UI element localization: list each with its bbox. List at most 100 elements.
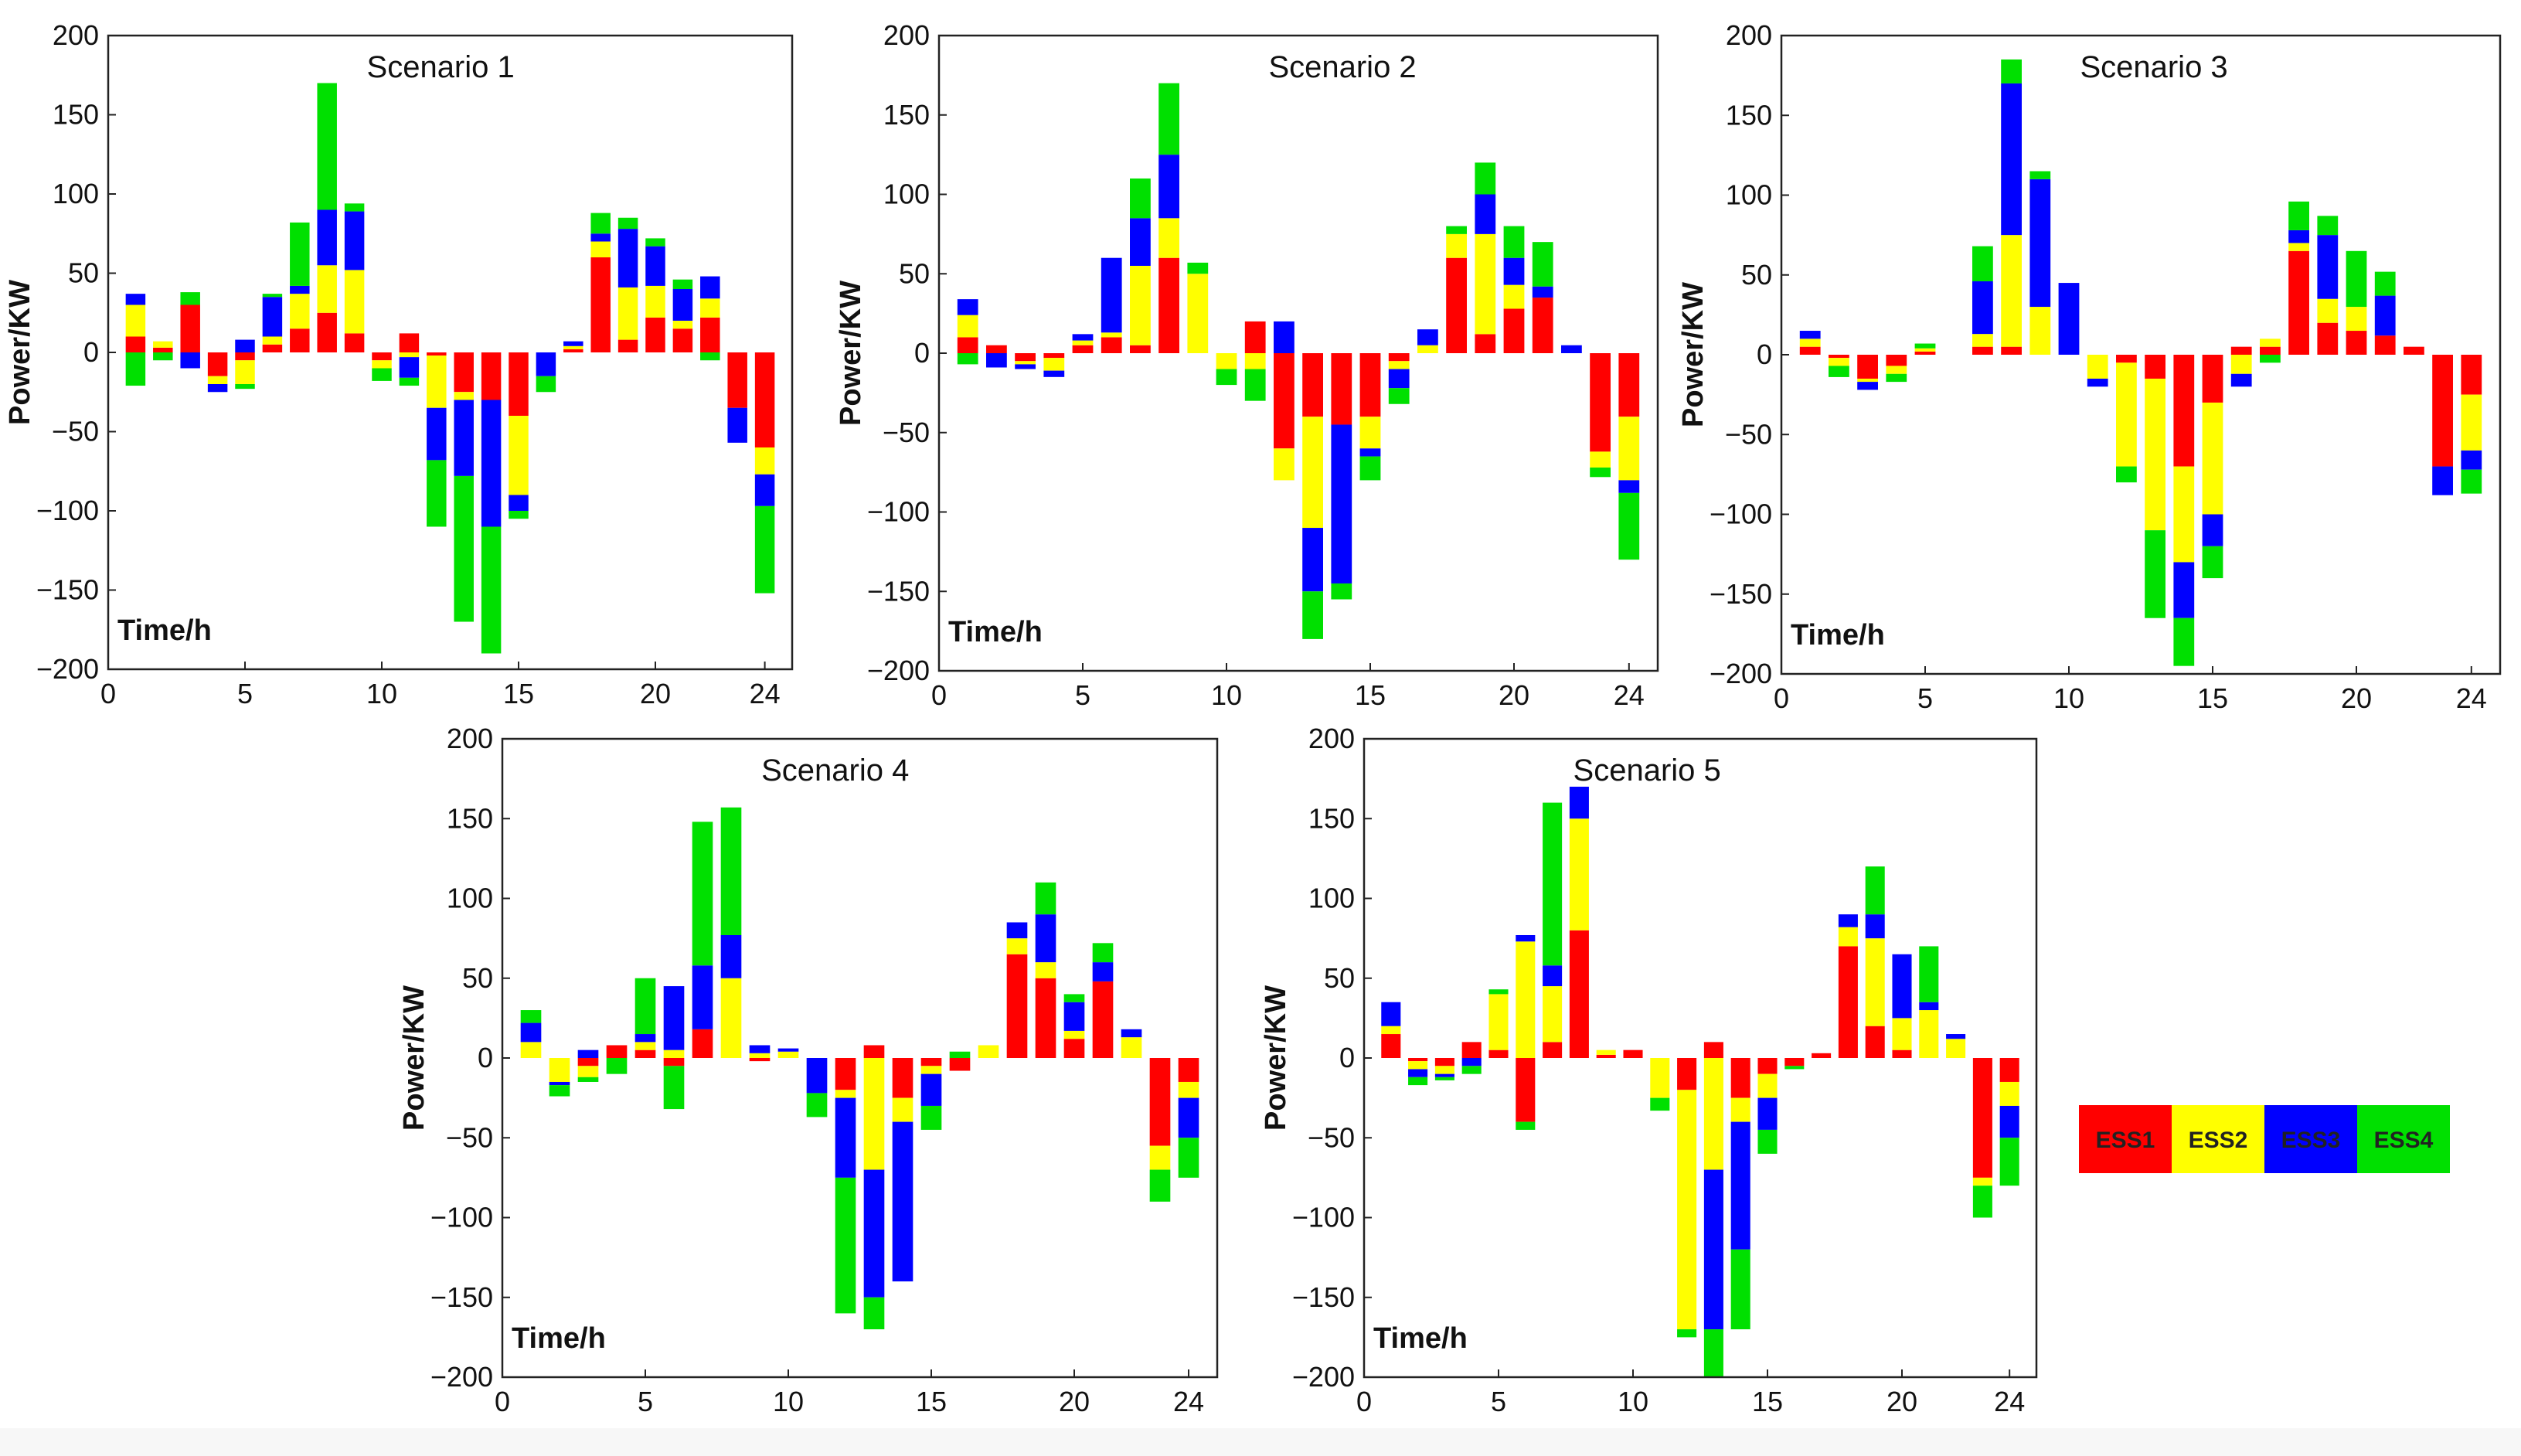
bar-segment-ess1 [153,347,173,352]
chart-title: Scenario 5 [1573,754,1721,788]
y-axis-title: Power/KW [1260,985,1292,1131]
bar-segment-ess4 [949,1051,971,1058]
x-tick-label: 10 [366,678,397,709]
chart-title: Scenario 2 [1268,50,1416,84]
bar-segment-ess1 [180,304,200,352]
bar-segment-ess2 [1999,1081,2019,1106]
bar-segment-ess2 [1475,233,1496,335]
bar-segment-ess1 [1035,978,1056,1058]
bar-segment-ess2 [663,1049,685,1058]
x-tick-label: 15 [503,678,534,709]
bar-segment-ess3 [520,1022,542,1043]
bar-segment-ess4 [427,460,447,527]
x-tick-label: 0 [1356,1386,1372,1417]
x-tick-label: 0 [1774,682,1789,714]
bar-segment-ess3 [617,229,638,287]
bar-segment-ess4 [590,213,611,234]
bar-segment-ess3 [1388,369,1410,389]
bar-segment-ess4 [262,294,283,298]
x-tick-label: 15 [1752,1386,1783,1417]
bar-segment-ess1 [2202,355,2223,403]
bar-segment-ess4 [1865,866,1885,915]
bar-segment-ess2 [153,341,173,348]
bar-segment-ess1 [1359,353,1381,417]
bar-segment-ess3 [749,1045,771,1053]
x-tick-label: 0 [100,678,116,709]
bar-segment-ess4 [957,353,978,365]
x-tick-label: 10 [1211,679,1242,711]
bar-segment-ess1 [2230,346,2252,355]
y-tick-label: 150 [1308,802,1355,834]
bar-segment-ess3 [1618,480,1640,493]
bar-segment-ess2 [1892,1018,1912,1050]
bar-segment-ess2 [520,1042,542,1058]
bar-segment-ess2 [2346,307,2367,332]
x-tick-label: 24 [2456,682,2487,714]
x-tick-label: 15 [2197,682,2228,714]
legend-swatch-ess1 [2079,1105,2172,1173]
bar-segment-ess2 [1244,353,1266,369]
x-tick-label: 24 [1173,1386,1204,1417]
bar-segment-ess2 [1434,1066,1454,1074]
bar-segment-ess3 [892,1121,913,1282]
bar-segment-ess3 [635,1034,656,1043]
bar-segment-ess2 [1488,994,1509,1050]
bar-segment-ess1 [957,337,978,353]
bar-segment-ess1 [1043,353,1065,359]
bar-segment-ess4 [1972,246,1993,282]
bar-segment-ess2 [1072,340,1094,345]
bar-segment-ess4 [1516,1121,1536,1130]
bar-segment-ess1 [1892,1049,1912,1058]
bar-segment-ess3 [2202,514,2223,546]
y-tick-label: −200 [867,655,930,686]
bar-segment-ess3 [1865,914,1885,939]
bar-segment-ess1 [1149,1058,1171,1146]
bar-segment-ess4 [2317,216,2339,236]
bar-segment-ess1 [2116,355,2137,363]
bar-segment-ess1 [290,328,310,352]
bar-segment-ess1 [235,352,255,361]
bar-segment-ess4 [1446,226,1467,234]
bar-segment-ess2 [2173,466,2195,563]
legend-swatch-ess2 [2172,1105,2264,1173]
bar-segment-ess4 [617,217,638,230]
bar-segment-ess4 [1092,943,1114,963]
bar-segment-ess3 [1417,329,1438,345]
x-axis-title: Time/h [512,1322,606,1355]
bar-segment-ess2 [1187,274,1209,353]
bar-segment-ess2 [1569,818,1589,930]
bar-segment-ess1 [1331,353,1352,425]
legend-label: ESS3 [2281,1128,2341,1153]
bar-segment-ess3 [986,353,1007,368]
y-tick-label: −150 [1292,1281,1355,1313]
bar-segment-ess1 [1130,345,1151,353]
x-tick-label: 0 [495,1386,510,1417]
bar-segment-ess2 [1101,332,1122,338]
bar-segment-ess1 [1784,1058,1805,1066]
y-tick-label: 0 [478,1042,493,1073]
bar-segment-ess1 [1999,1058,2019,1082]
bar-segment-ess2 [1865,938,1885,1026]
bar-segment-ess4 [1331,583,1352,600]
bar-segment-ess1 [1799,346,1821,355]
bar-segment-ess1 [749,1058,771,1062]
y-axis-title: Power/KW [1677,282,1710,427]
bar-segment-ess1 [645,317,665,352]
x-tick-label: 5 [638,1386,653,1417]
y-tick-label: 100 [883,179,930,210]
y-tick-label: −200 [36,653,99,685]
bar-segment-ess2 [1799,338,1821,347]
bar-segment-ess2 [2317,298,2339,323]
bar-segment-ess3 [1461,1058,1482,1066]
x-tick-label: 20 [2341,682,2372,714]
bar-segment-ess3 [2087,378,2108,387]
bar-segment-ess1 [2432,355,2453,467]
bar-segment-ess1 [1677,1058,1697,1090]
bar-segment-ess3 [125,294,146,305]
bar-segment-ess3 [180,352,200,369]
bar-segment-ess4 [1388,388,1410,404]
x-tick-label: 20 [1499,679,1529,711]
bar-segment-ess2 [2288,243,2309,251]
